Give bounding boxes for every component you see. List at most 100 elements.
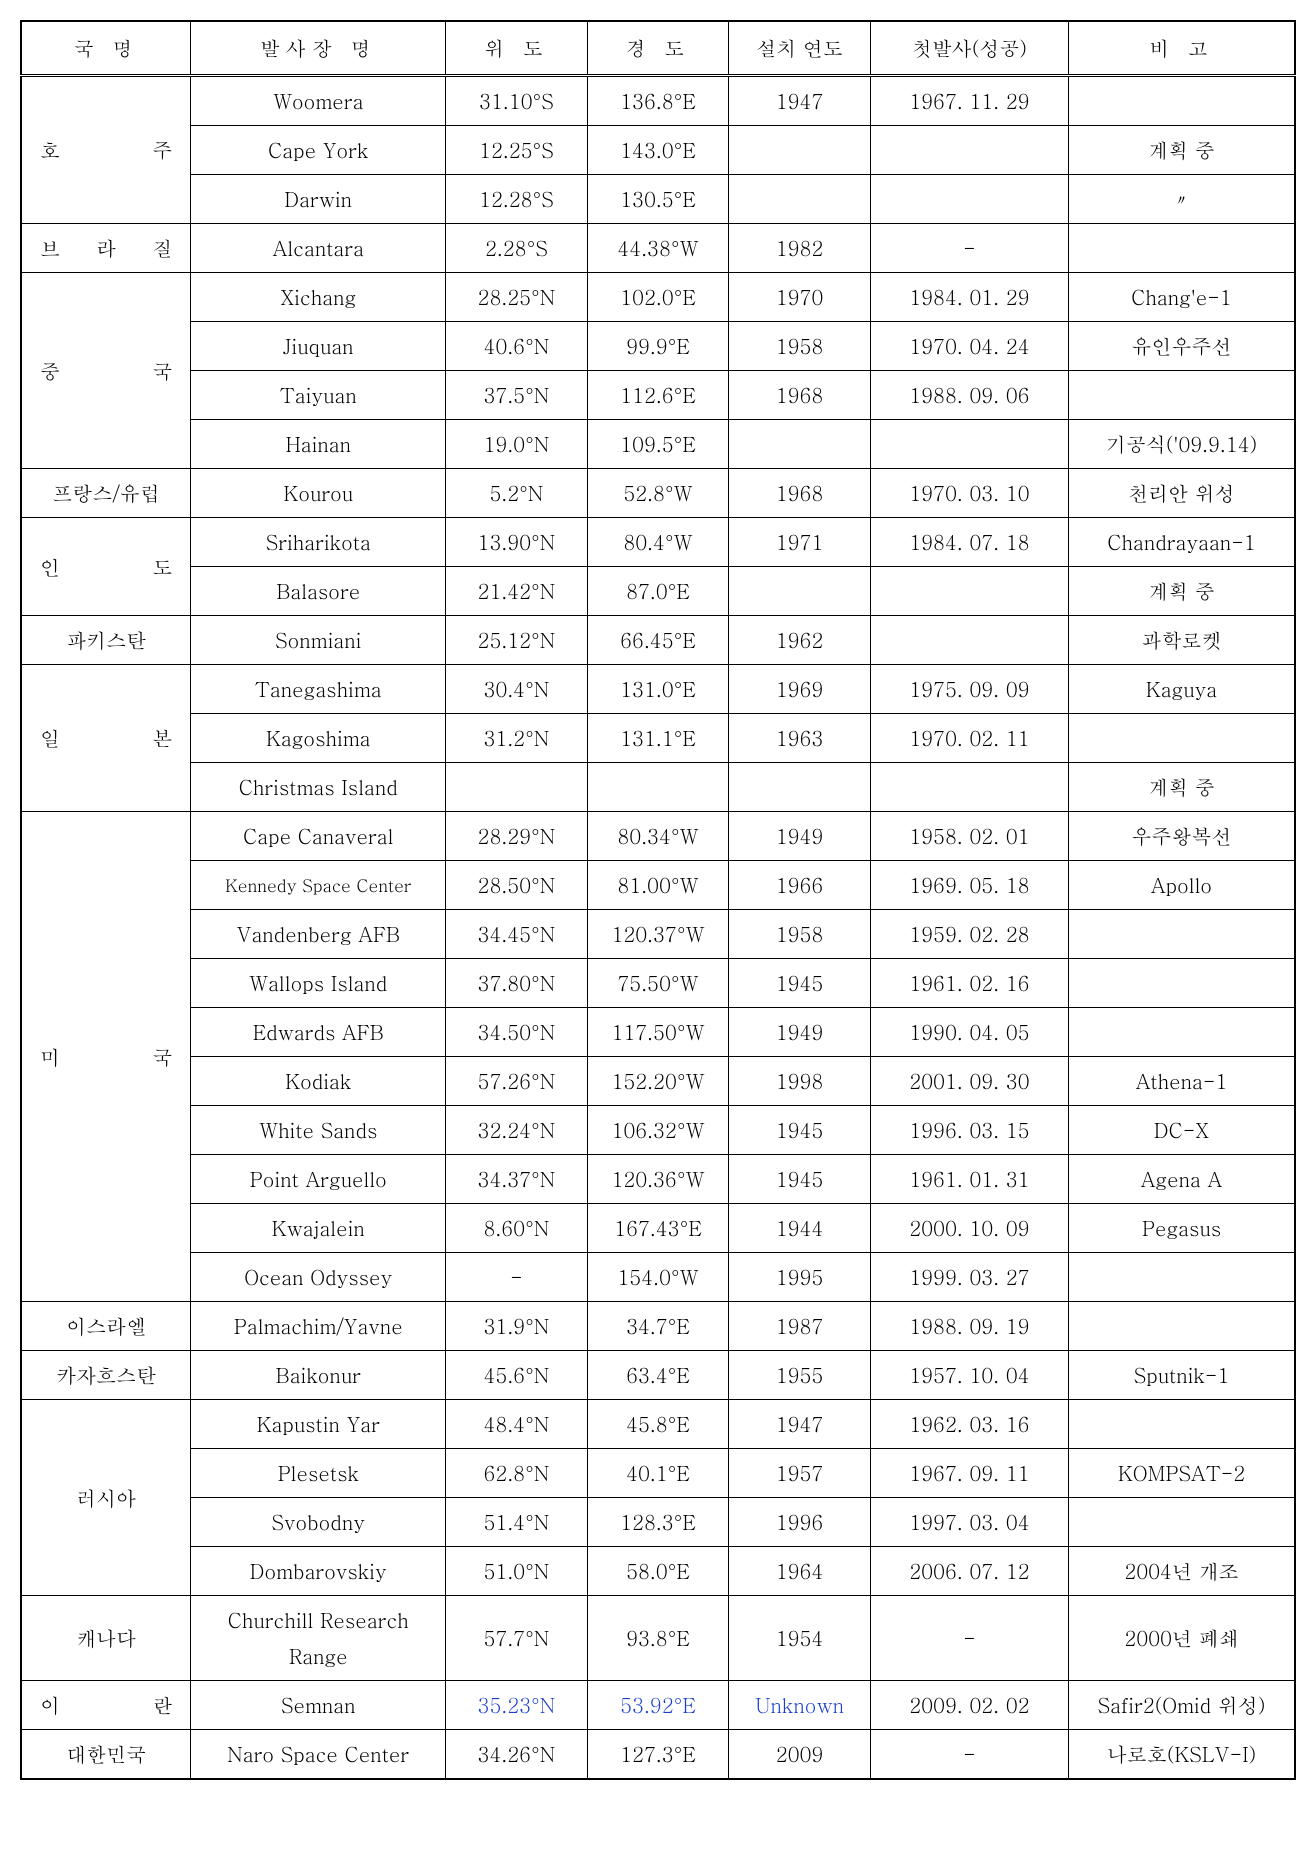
table-row: Cape York12.25°S143.0°E계획 중 (21, 126, 1295, 175)
note-cell (1068, 1253, 1295, 1302)
note-cell (1068, 1498, 1295, 1547)
lat-cell: 34.50°N (446, 1008, 588, 1057)
lon-cell: 99.9°E (587, 322, 729, 371)
site-cell: Woomera (191, 76, 446, 126)
lon-cell: 66.45°E (587, 616, 729, 665)
site-cell: Darwin (191, 175, 446, 224)
lon-cell: 87.0°E (587, 567, 729, 616)
lat-cell: 48.4°N (446, 1400, 588, 1449)
year-cell: 1954 (729, 1596, 871, 1681)
year-cell: 1947 (729, 76, 871, 126)
lon-cell: 167.43°E (587, 1204, 729, 1253)
site-cell: Christmas Island (191, 763, 446, 812)
year-cell: 1964 (729, 1547, 871, 1596)
note-cell: 나로호(KSLV-I) (1068, 1730, 1295, 1780)
lon-cell: 152.20°W (587, 1057, 729, 1106)
note-cell: Apollo (1068, 861, 1295, 910)
lon-cell: 120.36°W (587, 1155, 729, 1204)
col-site: 발사장 명 (191, 21, 446, 76)
table-row: 프랑스/유럽Kourou5.2°N52.8°W19681970. 03. 10천… (21, 469, 1295, 518)
col-note: 비 고 (1068, 21, 1295, 76)
table-row: Plesetsk62.8°N40.1°E19571967. 09. 11KOMP… (21, 1449, 1295, 1498)
year-cell: 1945 (729, 1155, 871, 1204)
lon-cell: 143.0°E (587, 126, 729, 175)
lat-cell: - (446, 1253, 588, 1302)
table-row: 호 주Woomera31.10°S136.8°E19471967. 11. 29 (21, 76, 1295, 126)
country-cell: 일 본 (21, 665, 191, 812)
note-cell: 2004년 개조 (1068, 1547, 1295, 1596)
year-cell (729, 567, 871, 616)
lon-cell: 75.50°W (587, 959, 729, 1008)
year-cell (729, 420, 871, 469)
year-cell: 1995 (729, 1253, 871, 1302)
country-cell: 브 라 질 (21, 224, 191, 273)
first-cell: 1984. 07. 18 (870, 518, 1068, 567)
year-cell: 1969 (729, 665, 871, 714)
note-cell: Pegasus (1068, 1204, 1295, 1253)
year-cell: 1955 (729, 1351, 871, 1400)
lat-cell: 34.45°N (446, 910, 588, 959)
lat-cell: 28.50°N (446, 861, 588, 910)
note-cell: 우주왕복선 (1068, 812, 1295, 861)
lat-cell: 45.6°N (446, 1351, 588, 1400)
lon-cell: 34.7°E (587, 1302, 729, 1351)
site-cell: Kodiak (191, 1057, 446, 1106)
table-row: 일 본Tanegashima30.4°N131.0°E19691975. 09.… (21, 665, 1295, 714)
site-cell: Wallops Island (191, 959, 446, 1008)
table-row: Taiyuan37.5°N112.6°E19681988. 09. 06 (21, 371, 1295, 420)
country-cell: 러시아 (21, 1400, 191, 1596)
lat-cell: 40.6°N (446, 322, 588, 371)
site-cell: Alcantara (191, 224, 446, 273)
country-cell: 중 국 (21, 273, 191, 469)
lon-cell: 127.3°E (587, 1730, 729, 1780)
lat-cell: 28.29°N (446, 812, 588, 861)
note-cell: 〃 (1068, 175, 1295, 224)
table-row: Wallops Island37.80°N75.50°W19451961. 02… (21, 959, 1295, 1008)
col-lat: 위 도 (446, 21, 588, 76)
table-row: Vandenberg AFB34.45°N120.37°W19581959. 0… (21, 910, 1295, 959)
lat-cell: 12.28°S (446, 175, 588, 224)
table-row: 중 국Xichang28.25°N102.0°E19701984. 01. 29… (21, 273, 1295, 322)
lon-cell: 52.8°W (587, 469, 729, 518)
lon-cell: 93.8°E (587, 1596, 729, 1681)
site-cell: Balasore (191, 567, 446, 616)
site-cell: Tanegashima (191, 665, 446, 714)
lat-cell: 62.8°N (446, 1449, 588, 1498)
year-cell: 1968 (729, 371, 871, 420)
lat-cell: 28.25°N (446, 273, 588, 322)
launch-sites-table: 국 명 발사장 명 위 도 경 도 설치 연도 첫발사(성공) 비 고 호 주W… (20, 20, 1296, 1780)
first-cell: 2009. 02. 02 (870, 1681, 1068, 1730)
first-cell: - (870, 1730, 1068, 1780)
note-cell: 천리안 위성 (1068, 469, 1295, 518)
first-cell: 1967. 11. 29 (870, 76, 1068, 126)
year-cell: 1945 (729, 1106, 871, 1155)
first-cell: 1997. 03. 04 (870, 1498, 1068, 1547)
site-cell: Taiyuan (191, 371, 446, 420)
lat-cell (446, 763, 588, 812)
first-cell (870, 616, 1068, 665)
first-cell: - (870, 224, 1068, 273)
year-cell: 1971 (729, 518, 871, 567)
table-row: Dombarovskiy51.0°N58.0°E19642006. 07. 12… (21, 1547, 1295, 1596)
site-cell: Plesetsk (191, 1449, 446, 1498)
year-cell (729, 175, 871, 224)
lat-cell: 30.4°N (446, 665, 588, 714)
first-cell (870, 175, 1068, 224)
lat-cell: 2.28°S (446, 224, 588, 273)
table-row: Darwin12.28°S130.5°E〃 (21, 175, 1295, 224)
note-cell (1068, 1008, 1295, 1057)
note-cell (1068, 910, 1295, 959)
note-cell: Athena-1 (1068, 1057, 1295, 1106)
note-cell (1068, 224, 1295, 273)
site-cell: Jiuquan (191, 322, 446, 371)
first-cell: 2006. 07. 12 (870, 1547, 1068, 1596)
lon-cell: 106.32°W (587, 1106, 729, 1155)
lat-cell: 25.12°N (446, 616, 588, 665)
lon-cell: 102.0°E (587, 273, 729, 322)
first-cell: 1999. 03. 27 (870, 1253, 1068, 1302)
lon-cell: 154.0°W (587, 1253, 729, 1302)
lon-cell: 80.4°W (587, 518, 729, 567)
lat-cell: 12.25°S (446, 126, 588, 175)
lon-cell: 112.6°E (587, 371, 729, 420)
first-cell: 1959. 02. 28 (870, 910, 1068, 959)
